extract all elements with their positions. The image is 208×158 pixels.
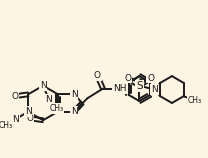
Text: N: N bbox=[71, 90, 78, 99]
Text: S: S bbox=[136, 81, 143, 91]
Text: O: O bbox=[147, 73, 154, 82]
Text: O: O bbox=[124, 73, 131, 82]
Text: N: N bbox=[45, 95, 52, 104]
Text: N: N bbox=[151, 85, 158, 94]
Text: N: N bbox=[40, 81, 46, 90]
Text: CH₃: CH₃ bbox=[50, 104, 64, 113]
Text: O: O bbox=[11, 92, 18, 101]
Text: CH₃: CH₃ bbox=[188, 96, 202, 105]
Text: N: N bbox=[25, 107, 31, 116]
Text: N: N bbox=[12, 115, 19, 124]
Text: O: O bbox=[26, 114, 33, 123]
Text: NH: NH bbox=[113, 84, 127, 93]
Text: O: O bbox=[94, 71, 101, 80]
Text: N: N bbox=[71, 107, 78, 116]
Text: CH₃: CH₃ bbox=[0, 121, 13, 130]
